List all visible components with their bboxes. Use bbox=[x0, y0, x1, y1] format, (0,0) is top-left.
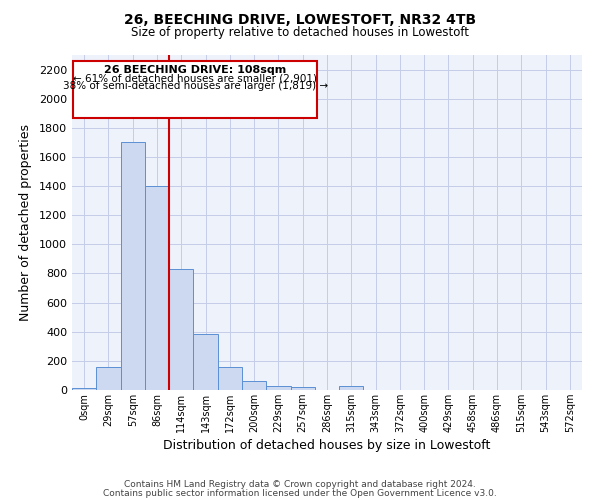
Bar bbox=[145, 186, 169, 390]
Text: 26 BEECHING DRIVE: 108sqm: 26 BEECHING DRIVE: 108sqm bbox=[104, 65, 286, 75]
Bar bbox=[169, 269, 193, 390]
Text: 38% of semi-detached houses are larger (1,819) →: 38% of semi-detached houses are larger (… bbox=[62, 81, 328, 91]
Bar bbox=[218, 366, 242, 390]
X-axis label: Distribution of detached houses by size in Lowestoft: Distribution of detached houses by size … bbox=[163, 439, 491, 452]
Bar bbox=[339, 386, 364, 390]
Text: Contains HM Land Registry data © Crown copyright and database right 2024.: Contains HM Land Registry data © Crown c… bbox=[124, 480, 476, 489]
Text: Contains public sector information licensed under the Open Government Licence v3: Contains public sector information licen… bbox=[103, 490, 497, 498]
Bar bbox=[96, 368, 121, 390]
Bar bbox=[266, 386, 290, 390]
Text: ← 61% of detached houses are smaller (2,901): ← 61% of detached houses are smaller (2,… bbox=[73, 73, 317, 83]
FancyBboxPatch shape bbox=[73, 61, 317, 118]
Bar bbox=[290, 387, 315, 390]
Bar bbox=[72, 388, 96, 390]
Bar bbox=[242, 380, 266, 390]
Text: Size of property relative to detached houses in Lowestoft: Size of property relative to detached ho… bbox=[131, 26, 469, 39]
Text: 26, BEECHING DRIVE, LOWESTOFT, NR32 4TB: 26, BEECHING DRIVE, LOWESTOFT, NR32 4TB bbox=[124, 12, 476, 26]
Bar bbox=[193, 334, 218, 390]
Bar bbox=[121, 142, 145, 390]
Y-axis label: Number of detached properties: Number of detached properties bbox=[19, 124, 32, 321]
